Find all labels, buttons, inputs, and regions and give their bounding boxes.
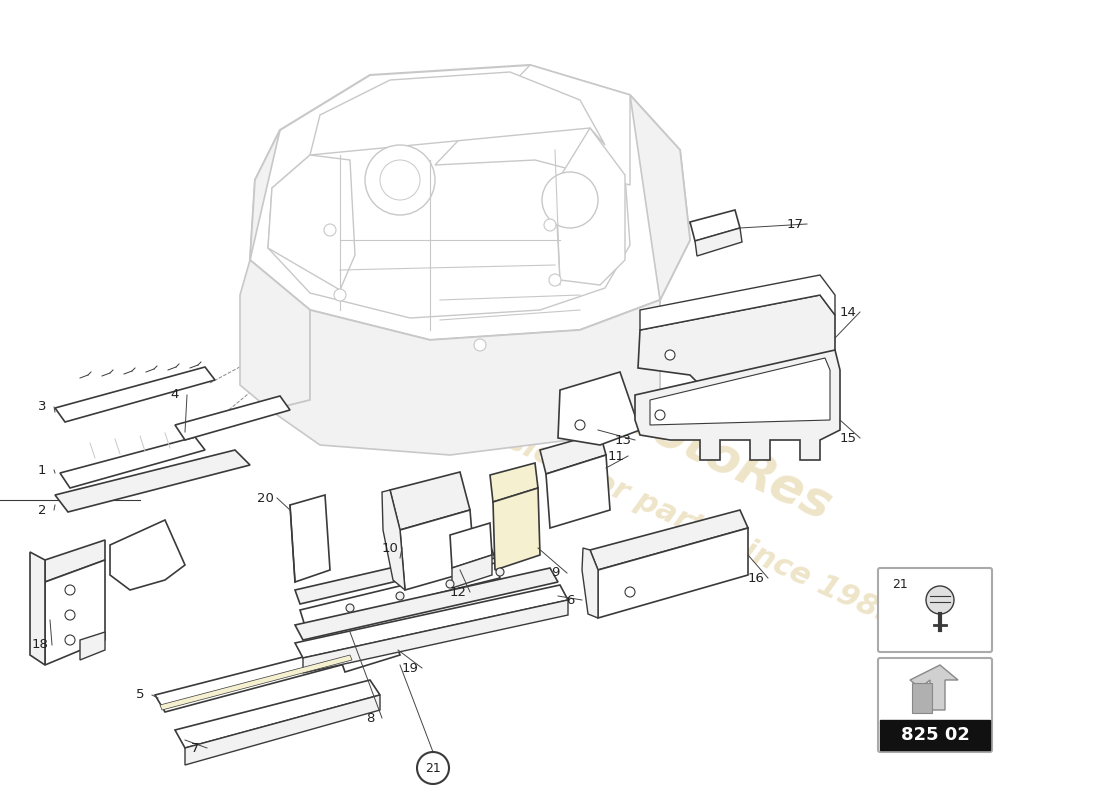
Circle shape bbox=[474, 339, 486, 351]
Circle shape bbox=[65, 585, 75, 595]
Text: 21: 21 bbox=[892, 578, 907, 591]
Text: 1: 1 bbox=[37, 463, 46, 477]
Text: 4: 4 bbox=[170, 389, 179, 402]
Circle shape bbox=[666, 350, 675, 360]
Text: 5: 5 bbox=[135, 689, 144, 702]
Polygon shape bbox=[695, 228, 743, 256]
Polygon shape bbox=[434, 65, 630, 185]
Polygon shape bbox=[60, 437, 205, 488]
Circle shape bbox=[65, 635, 75, 645]
Polygon shape bbox=[400, 510, 475, 590]
Polygon shape bbox=[175, 396, 290, 440]
Polygon shape bbox=[30, 552, 45, 665]
Polygon shape bbox=[390, 472, 470, 530]
Text: euromotoRes: euromotoRes bbox=[481, 330, 839, 530]
Polygon shape bbox=[55, 450, 250, 512]
Polygon shape bbox=[310, 72, 605, 155]
Text: 8: 8 bbox=[366, 711, 374, 725]
Circle shape bbox=[417, 752, 449, 784]
Text: 3: 3 bbox=[37, 401, 46, 414]
FancyBboxPatch shape bbox=[878, 658, 992, 752]
Polygon shape bbox=[300, 563, 500, 626]
Polygon shape bbox=[270, 300, 660, 455]
Polygon shape bbox=[598, 528, 748, 618]
Text: 11: 11 bbox=[607, 450, 625, 462]
Polygon shape bbox=[110, 520, 185, 590]
Polygon shape bbox=[640, 275, 835, 330]
Polygon shape bbox=[650, 358, 830, 425]
Polygon shape bbox=[290, 495, 330, 582]
Circle shape bbox=[365, 145, 435, 215]
Polygon shape bbox=[295, 568, 558, 640]
Circle shape bbox=[396, 592, 404, 600]
Text: 18: 18 bbox=[32, 638, 48, 651]
Text: 12: 12 bbox=[450, 586, 466, 598]
Polygon shape bbox=[638, 295, 835, 410]
Polygon shape bbox=[185, 695, 380, 765]
Polygon shape bbox=[493, 488, 540, 570]
Text: 13: 13 bbox=[615, 434, 631, 446]
Polygon shape bbox=[55, 367, 215, 422]
Polygon shape bbox=[450, 523, 492, 568]
Polygon shape bbox=[268, 155, 355, 290]
Polygon shape bbox=[558, 372, 640, 445]
Bar bbox=[880, 720, 990, 750]
Polygon shape bbox=[590, 510, 748, 570]
Circle shape bbox=[654, 410, 666, 420]
Polygon shape bbox=[635, 350, 840, 460]
FancyBboxPatch shape bbox=[878, 568, 992, 652]
Polygon shape bbox=[490, 463, 538, 502]
Polygon shape bbox=[582, 548, 598, 618]
Text: 15: 15 bbox=[839, 431, 857, 445]
Polygon shape bbox=[175, 680, 380, 748]
Circle shape bbox=[324, 224, 336, 236]
Text: 10: 10 bbox=[382, 542, 398, 554]
Circle shape bbox=[65, 610, 75, 620]
Text: a passion for parts since 1985: a passion for parts since 1985 bbox=[418, 387, 902, 633]
Polygon shape bbox=[570, 95, 690, 440]
Text: 21: 21 bbox=[425, 762, 441, 774]
Polygon shape bbox=[910, 665, 958, 710]
Polygon shape bbox=[250, 65, 690, 340]
Circle shape bbox=[496, 568, 504, 576]
Polygon shape bbox=[546, 455, 611, 528]
Circle shape bbox=[544, 219, 556, 231]
Polygon shape bbox=[45, 540, 104, 582]
Circle shape bbox=[926, 586, 954, 614]
Text: 16: 16 bbox=[748, 571, 764, 585]
Circle shape bbox=[542, 172, 598, 228]
Polygon shape bbox=[295, 545, 495, 604]
Circle shape bbox=[379, 160, 420, 200]
Circle shape bbox=[446, 580, 454, 588]
Text: 17: 17 bbox=[786, 218, 803, 230]
Text: 6: 6 bbox=[565, 594, 574, 606]
Text: 20: 20 bbox=[256, 491, 274, 505]
Polygon shape bbox=[540, 433, 606, 474]
Circle shape bbox=[575, 420, 585, 430]
Text: 7: 7 bbox=[190, 742, 199, 754]
Polygon shape bbox=[452, 555, 492, 588]
Polygon shape bbox=[45, 560, 104, 665]
Circle shape bbox=[625, 587, 635, 597]
Polygon shape bbox=[382, 490, 405, 590]
Text: 825 02: 825 02 bbox=[901, 726, 969, 744]
Text: 19: 19 bbox=[402, 662, 418, 674]
Polygon shape bbox=[160, 655, 352, 710]
Polygon shape bbox=[912, 683, 932, 713]
Text: 9: 9 bbox=[551, 566, 559, 579]
Text: 14: 14 bbox=[839, 306, 857, 318]
Polygon shape bbox=[302, 600, 568, 673]
Polygon shape bbox=[268, 102, 630, 318]
Circle shape bbox=[334, 289, 346, 301]
Text: 2: 2 bbox=[37, 503, 46, 517]
Polygon shape bbox=[556, 128, 625, 285]
Circle shape bbox=[549, 274, 561, 286]
Circle shape bbox=[346, 604, 354, 612]
Polygon shape bbox=[340, 642, 400, 672]
Polygon shape bbox=[155, 645, 360, 712]
Polygon shape bbox=[240, 130, 310, 410]
Polygon shape bbox=[80, 632, 104, 660]
Polygon shape bbox=[690, 210, 740, 241]
Polygon shape bbox=[295, 585, 568, 658]
